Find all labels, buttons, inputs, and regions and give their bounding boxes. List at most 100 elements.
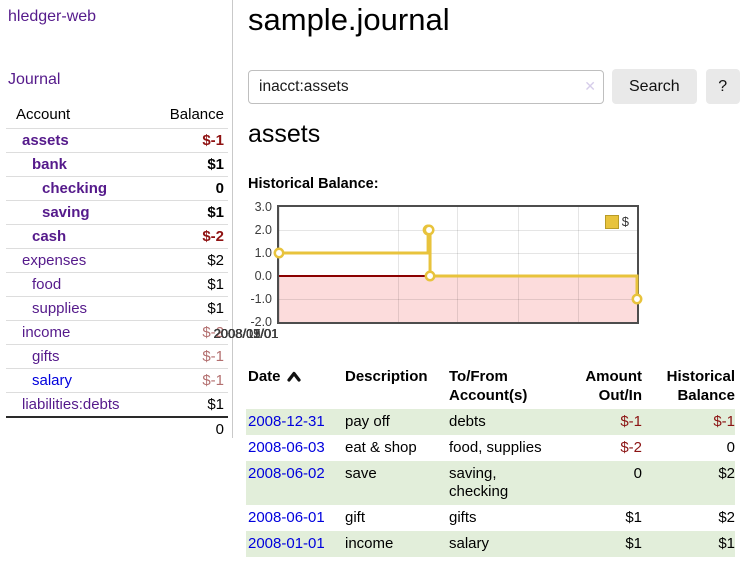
sort-ascending-icon: [286, 371, 301, 382]
account-link-salary[interactable]: salary: [32, 372, 73, 389]
account-row: cash $-2: [6, 224, 228, 248]
account-link-bank[interactable]: bank: [32, 156, 68, 173]
account-link-assets[interactable]: assets: [22, 132, 69, 149]
transaction-amount: $1: [625, 535, 642, 552]
account-link-saving[interactable]: saving: [42, 204, 90, 221]
x-axis-tick: 2008/01/01: [213, 326, 279, 341]
transaction-balance: $-1: [713, 413, 735, 430]
accounts-table: Account Balance assets $-1 bank $1 check…: [6, 102, 228, 441]
balance-column-header: Historical Balance: [666, 368, 735, 404]
account-link-expenses[interactable]: expenses: [22, 252, 87, 269]
help-button[interactable]: ?: [705, 69, 740, 104]
account-link-income[interactable]: income: [22, 324, 71, 341]
account-link-cash[interactable]: cash: [32, 228, 67, 245]
transaction-description: income: [345, 535, 394, 552]
account-balance: $1: [207, 276, 224, 293]
account-row: checking 0: [6, 176, 228, 200]
transaction-description: gift: [345, 509, 366, 526]
horizontal-gridline: [279, 253, 637, 254]
date-column-header[interactable]: Date: [248, 367, 301, 386]
description-column-header: Description: [345, 368, 428, 385]
register-row: 2008-06-02 save saving, checking 0 $2: [246, 461, 735, 505]
account-row: salary $-1: [6, 368, 228, 392]
search-input-wrap: ✕: [248, 69, 604, 104]
negative-region: [279, 276, 637, 322]
register-header-row: Date Description To/From Account(s) Amou…: [246, 364, 735, 409]
transaction-date-link[interactable]: 2008-06-03: [248, 439, 325, 456]
transaction-amount: $1: [625, 509, 642, 526]
account-balance: 0: [215, 180, 224, 197]
account-link-liabilities-debts[interactable]: liabilities:debts: [22, 396, 120, 413]
transaction-amount: $-2: [620, 439, 642, 456]
transaction-date-link[interactable]: 2008-06-01: [248, 509, 325, 526]
clear-search-icon[interactable]: ✕: [584, 77, 596, 94]
transaction-description: save: [345, 465, 377, 482]
account-row: bank $1: [6, 152, 228, 176]
transaction-balance: 0: [726, 439, 735, 456]
transaction-accounts: gifts: [449, 509, 477, 526]
account-row: expenses $2: [6, 248, 228, 272]
chart-legend: $: [602, 213, 631, 230]
account-row: saving $1: [6, 200, 228, 224]
register-table: Date Description To/From Account(s) Amou…: [246, 364, 735, 557]
chart-plot: $: [273, 205, 643, 324]
account-balance: $-2: [202, 228, 224, 245]
legend-swatch: [604, 214, 619, 229]
account-link-checking[interactable]: checking: [42, 180, 108, 197]
page-title: sample.journal: [248, 2, 450, 37]
balance-column-header: Balance: [169, 106, 224, 123]
account-balance: $-1: [202, 348, 224, 365]
account-balance: $1: [207, 396, 224, 413]
accounts-total: 0: [215, 421, 224, 438]
account-balance: $-2: [202, 324, 224, 341]
transaction-date-link[interactable]: 2008-12-31: [248, 413, 325, 430]
x-axis-tick: 2008/03/01: [213, 326, 279, 341]
y-axis-tick: 2.0: [254, 223, 272, 237]
transaction-date-link[interactable]: 2008-01-01: [248, 535, 325, 552]
brand-link[interactable]: hledger-web: [8, 8, 97, 25]
legend-label: $: [621, 214, 629, 229]
account-balance: $-1: [202, 372, 224, 389]
y-axis-tick: -2.0: [250, 315, 272, 329]
accounts-table-header: Account Balance: [6, 102, 228, 128]
transaction-description: eat & shop: [345, 439, 417, 456]
transaction-description: pay off: [345, 413, 390, 430]
transaction-balance: $2: [718, 509, 735, 526]
y-axis-tick: 3.0: [254, 200, 272, 214]
vertical-gridline: [457, 207, 458, 322]
account-row: food $1: [6, 272, 228, 296]
transaction-accounts: debts: [449, 413, 486, 430]
horizontal-gridline: [279, 230, 637, 231]
account-link-gifts[interactable]: gifts: [32, 348, 60, 365]
account-row: income $-2: [6, 320, 228, 344]
account-balance: $1: [207, 204, 224, 221]
search-form: ✕ Search ?: [248, 69, 740, 104]
transaction-accounts: saving, checking: [449, 465, 509, 500]
search-button[interactable]: Search: [612, 69, 697, 104]
chart-title: Historical Balance:: [248, 176, 379, 192]
x-axis-tick: 2008/11/01: [213, 326, 279, 341]
account-link-food[interactable]: food: [32, 276, 62, 293]
search-input[interactable]: [248, 69, 604, 104]
y-axis-tick: 1.0: [254, 246, 272, 260]
amount-column-header: Amount Out/In: [585, 368, 642, 404]
x-axis-tick: 2008/09/01: [213, 326, 279, 341]
balance-chart: 3.0 2.0 1.0 0.0 -1.0 -2.0 $ 2008/01/01 2…: [213, 198, 646, 346]
transaction-date-link[interactable]: 2008-06-02: [248, 465, 325, 482]
register-row: 2008-06-01 gift gifts $1 $2: [246, 505, 735, 531]
account-column-header: Account: [16, 106, 71, 123]
horizontal-gridline: [279, 299, 637, 300]
transaction-balance: $1: [718, 535, 735, 552]
vertical-gridline: [518, 207, 519, 322]
vertical-gridline: [398, 207, 399, 322]
transaction-balance: $2: [718, 465, 735, 482]
sidebar-item-journal[interactable]: Journal: [8, 71, 61, 88]
x-axis-tick: 2008/05/01: [213, 326, 279, 341]
chart-line-svg: [273, 224, 643, 305]
date-column-label: Date: [248, 368, 281, 385]
register-row: 2008-06-03 eat & shop food, supplies $-2…: [246, 435, 735, 461]
transaction-accounts: food, supplies: [449, 439, 542, 456]
transaction-accounts: salary: [449, 535, 490, 552]
account-link-supplies[interactable]: supplies: [32, 300, 88, 317]
y-axis-tick: -1.0: [250, 292, 272, 306]
